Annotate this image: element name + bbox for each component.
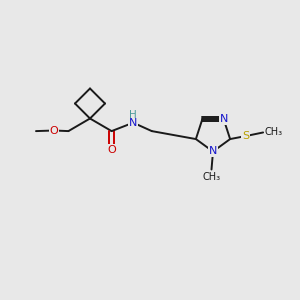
Text: N: N	[209, 146, 217, 157]
Text: S: S	[242, 131, 249, 141]
Text: O: O	[107, 145, 116, 155]
Text: O: O	[50, 125, 58, 136]
Text: H: H	[129, 110, 137, 120]
Text: CH₃: CH₃	[202, 172, 220, 182]
Text: N: N	[219, 114, 228, 124]
Text: N: N	[129, 118, 137, 128]
Text: CH₃: CH₃	[265, 128, 283, 137]
